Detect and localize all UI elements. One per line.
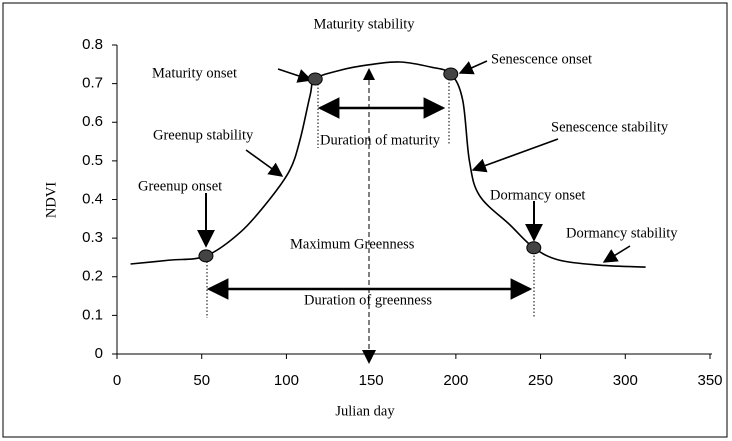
x-axis-label: Julian day [335,403,395,419]
x-tick-label: 250 [528,372,553,389]
x-tick-label: 350 [697,372,722,389]
y-tick-label: 0.4 [82,190,103,207]
x-tick-label: 300 [613,372,638,389]
arrow-head [363,68,375,80]
y-tick-label: 0.1 [82,306,103,323]
y-tick-label: 0.8 [82,36,103,53]
x-tick-label: 150 [359,372,384,389]
phenology-point [526,241,542,255]
annotation: Duration of greenness [304,292,432,308]
guides [206,79,535,318]
ndvi-line [130,61,646,268]
annotation: Maximum Greenness [290,236,415,252]
annotation: Greenup stability [153,127,254,143]
x-tick-label: 50 [193,372,210,389]
annotation: Senescence onset [491,51,592,67]
y-axis-label: NDVI [43,182,59,218]
y-tick-label: 0.7 [82,75,103,92]
y-tick-label: 0.3 [82,229,103,246]
y-tick-label: 0 [95,345,103,362]
phenology-point [443,67,459,81]
annotation: Maturity onset [152,65,237,81]
x-tick-label: 0 [113,372,121,389]
annotation: Dormancy stability [566,225,678,241]
y-tick-label: 0.5 [82,152,103,169]
phenology-point [198,249,214,263]
annotation: Greenup onset [138,178,222,194]
x-tick-label: 200 [443,372,468,389]
arrow-head [362,350,376,364]
annotation: Dormancy onset [490,187,585,203]
arrows [197,60,631,300]
y-tick-label: 0.2 [82,268,103,285]
annotation: Duration of maturity [320,132,441,148]
y-tick-label: 0.6 [82,113,103,130]
annotation: Senescence stability [551,119,669,135]
annotation: Maturity stability [313,16,415,32]
x-tick-label: 100 [274,372,299,389]
phenology-point [307,72,323,86]
